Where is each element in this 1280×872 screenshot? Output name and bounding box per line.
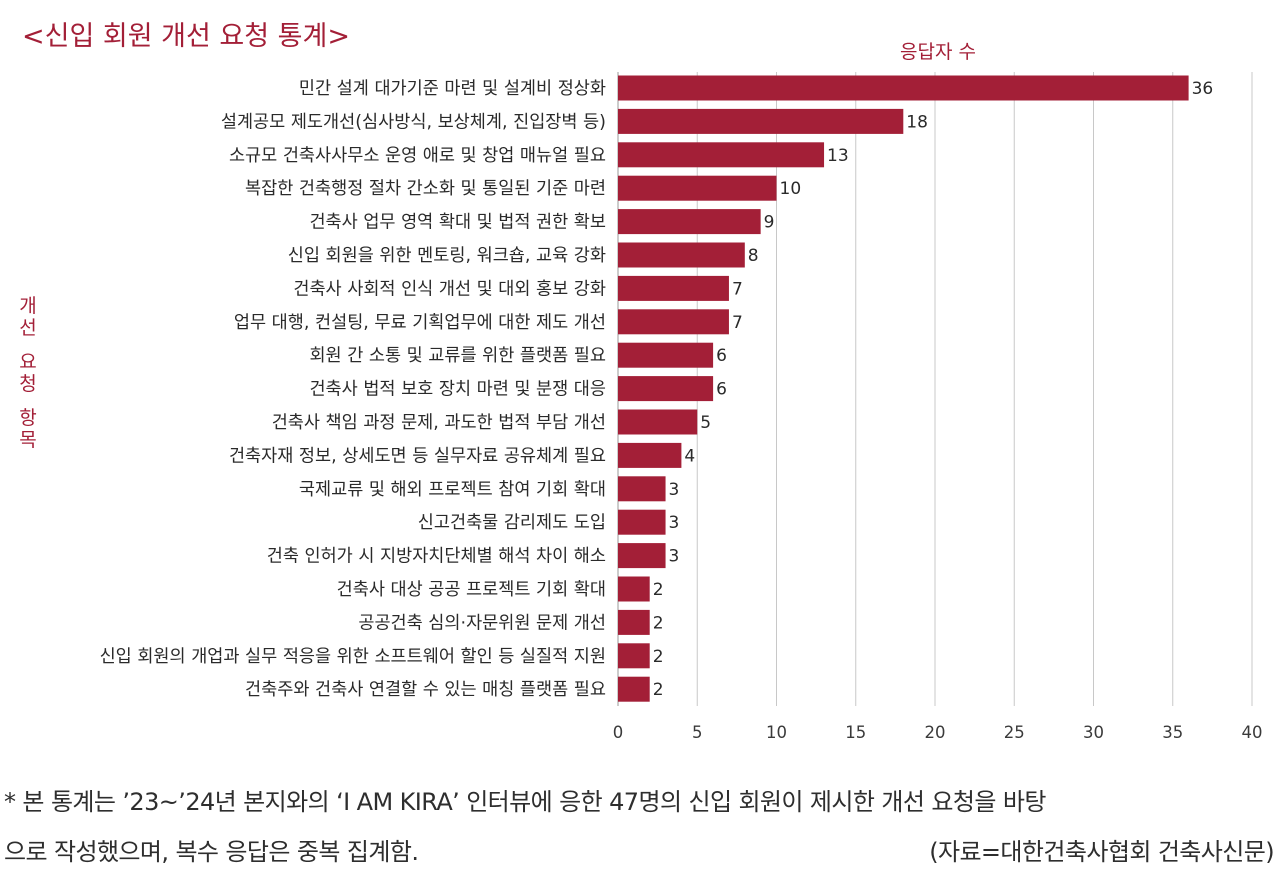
- category-label: 신입 회원의 개업과 실무 적응을 위한 소프트웨어 할인 등 실질적 지원: [100, 647, 606, 667]
- category-label: 국제교류 및 해외 프로젝트 참여 기회 확대: [299, 480, 606, 500]
- x-tick-label: 5: [692, 723, 703, 742]
- bar: [618, 376, 714, 402]
- bar: [618, 509, 666, 535]
- bar: [618, 142, 825, 168]
- bar: [618, 676, 650, 702]
- data-label: 2: [653, 647, 664, 667]
- bar: [618, 75, 1189, 101]
- data-label: 3: [669, 513, 680, 533]
- data-label: 6: [716, 380, 727, 400]
- x-tick-label: 30: [1083, 723, 1104, 742]
- chart-title: <신입 회원 개선 요청 통계>: [22, 21, 350, 52]
- bar: [618, 342, 714, 368]
- category-label: 건축사 업무 영역 확대 및 법적 권한 확보: [309, 213, 606, 233]
- category-label: 건축주와 건축사 연결할 수 있는 매칭 플랫폼 필요: [245, 680, 606, 700]
- category-label: 건축사 사회적 인식 개선 및 대외 홍보 강화: [293, 279, 606, 299]
- bar: [618, 476, 666, 502]
- x-tick-label: 35: [1162, 723, 1183, 742]
- bar: [618, 209, 761, 235]
- category-label: 소규모 건축사사무소 운영 애로 및 창업 매뉴얼 필요: [229, 146, 606, 166]
- category-label: 민간 설계 대가기준 마련 및 설계비 정상화: [299, 79, 606, 99]
- bar: [618, 175, 777, 201]
- data-label: 13: [827, 146, 849, 166]
- x-axis-title: 응답자 수: [900, 41, 976, 63]
- data-label: 2: [653, 613, 664, 633]
- data-label: 5: [700, 413, 711, 433]
- x-tick-label: 20: [925, 723, 946, 742]
- category-label: 신입 회원을 위한 멘토링, 워크숍, 교육 강화: [288, 246, 606, 266]
- data-label: 36: [1192, 79, 1214, 99]
- bar: [618, 442, 682, 468]
- bar: [618, 543, 666, 569]
- data-label: 6: [716, 346, 727, 366]
- data-label: 7: [732, 313, 743, 333]
- bar: [618, 609, 650, 635]
- category-label: 업무 대행, 컨설팅, 무료 기획업무에 대한 제도 개선: [234, 313, 606, 333]
- category-label: 설계공모 제도개선(심사방식, 보상체계, 진입장벽 등): [221, 112, 606, 132]
- x-tick-label: 25: [1004, 723, 1025, 742]
- footnote-line-1: * 본 통계는 ’23~’24년 본지와의 ‘I AM KIRA’ 인터뷰에 응…: [4, 788, 1046, 816]
- x-tick-label: 10: [766, 723, 787, 742]
- category-label: 공공건축 심의·자문위원 문제 개선: [358, 613, 606, 633]
- data-label: 9: [764, 213, 775, 233]
- x-tick-label: 15: [845, 723, 866, 742]
- bar: [618, 275, 729, 301]
- category-label: 건축사 책임 과정 문제, 과도한 법적 부담 개선: [272, 413, 606, 433]
- bar: [618, 409, 698, 435]
- bar: [618, 643, 650, 669]
- data-label: 4: [684, 446, 695, 466]
- data-label: 2: [653, 680, 664, 700]
- data-label: 10: [780, 179, 802, 199]
- footnote-line-2: 으로 작성했으며, 복수 응답은 중복 집계함.: [4, 838, 419, 866]
- category-label: 건축사 대상 공공 프로젝트 기회 확대: [337, 580, 606, 600]
- category-label: 건축사 법적 보호 장치 마련 및 분쟁 대응: [309, 380, 606, 400]
- data-label: 18: [906, 112, 928, 132]
- category-label: 회원 간 소통 및 교류를 위한 플랫폼 필요: [309, 346, 606, 366]
- category-label: 복잡한 건축행정 절차 간소화 및 통일된 기준 마련: [245, 179, 606, 199]
- bar: [618, 242, 745, 268]
- source-note: (자료=대한건축사협회 건축사신문): [929, 838, 1274, 866]
- bar: [618, 108, 904, 134]
- category-label: 건축 인허가 시 지방자치단체별 해석 차이 해소: [267, 547, 606, 567]
- bar: [618, 576, 650, 602]
- bar: [618, 309, 729, 335]
- category-label: 신고건축물 감리제도 도입: [418, 513, 606, 533]
- x-tick-label: 40: [1242, 723, 1263, 742]
- data-label: 2: [653, 580, 664, 600]
- category-label: 건축자재 정보, 상세도면 등 실무자료 공유체계 필요: [229, 446, 606, 466]
- x-tick-label: 0: [613, 723, 624, 742]
- data-label: 3: [669, 480, 680, 500]
- data-label: 8: [748, 246, 759, 266]
- data-label: 3: [669, 547, 680, 567]
- data-label: 7: [732, 279, 743, 299]
